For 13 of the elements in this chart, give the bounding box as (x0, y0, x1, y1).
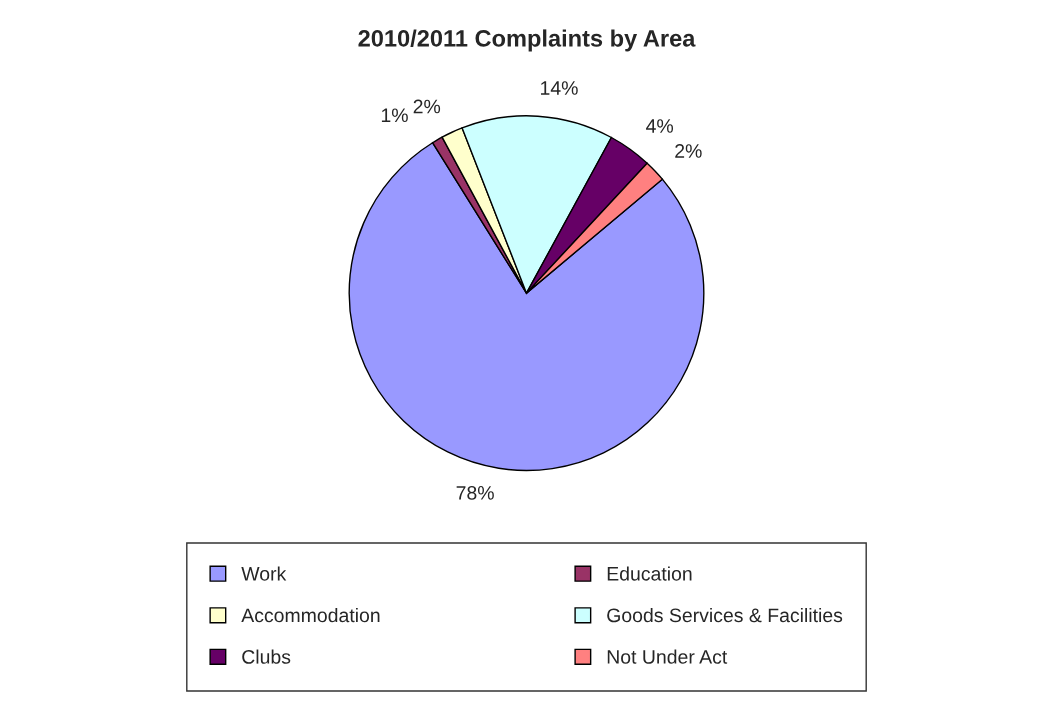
data-label: 78% (456, 486, 494, 500)
data-label: 2% (413, 99, 441, 114)
data-label: 14% (541, 81, 578, 95)
data-label: 4% (646, 119, 674, 133)
legend-label: Accommodation (241, 607, 380, 623)
legend-label: Clubs (242, 649, 291, 664)
chart-title: 2010/2011 Complaints by Area (358, 29, 696, 52)
legend-label: Goods Services & Facilities (607, 607, 843, 623)
legend-label: Education (607, 566, 692, 581)
legend-label: Not Under Act (607, 649, 728, 664)
data-label: 1% (381, 108, 408, 123)
data-label: 2% (675, 144, 702, 158)
legend-label: Work (241, 566, 287, 581)
